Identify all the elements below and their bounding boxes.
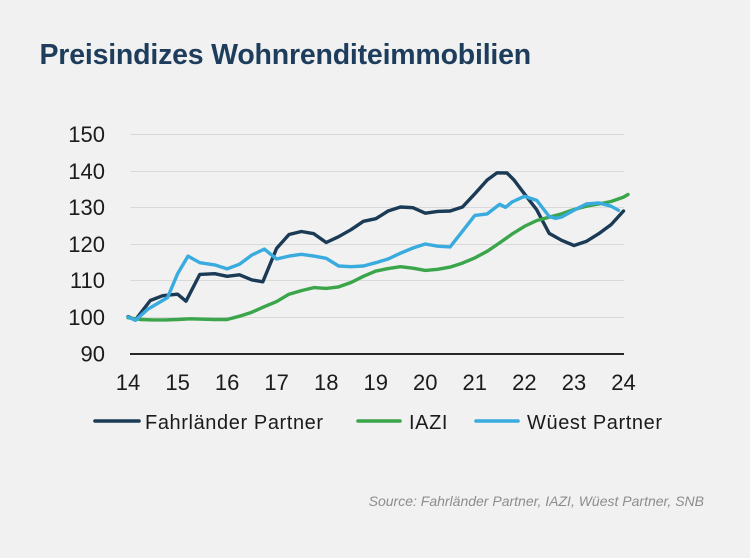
svg-text:90: 90 [81,341,105,366]
svg-text:22: 22 [512,370,536,395]
svg-text:20: 20 [413,370,437,395]
svg-text:18: 18 [314,370,338,395]
svg-text:130: 130 [68,195,105,220]
svg-text:Fahrländer Partner: Fahrländer Partner [145,412,324,434]
svg-text:19: 19 [364,370,388,395]
svg-text:15: 15 [165,370,189,395]
svg-text:23: 23 [562,370,586,395]
svg-text:150: 150 [68,122,105,147]
svg-text:16: 16 [215,370,239,395]
svg-text:Wüest Partner: Wüest Partner [527,412,663,434]
svg-text:17: 17 [264,370,288,395]
svg-text:110: 110 [70,268,105,293]
svg-text:IAZI: IAZI [409,412,448,434]
svg-text:140: 140 [68,159,105,184]
svg-text:Source: Fahrländer Partner, IA: Source: Fahrländer Partner, IAZI, Wüest … [369,493,704,509]
svg-text:120: 120 [68,232,105,257]
svg-text:21: 21 [463,370,487,395]
svg-text:14: 14 [116,370,140,395]
svg-text:24: 24 [611,370,635,395]
svg-text:Preisindizes Wohnrenditeimmobi: Preisindizes Wohnrenditeimmobilien [40,39,532,71]
svg-text:100: 100 [68,305,105,330]
